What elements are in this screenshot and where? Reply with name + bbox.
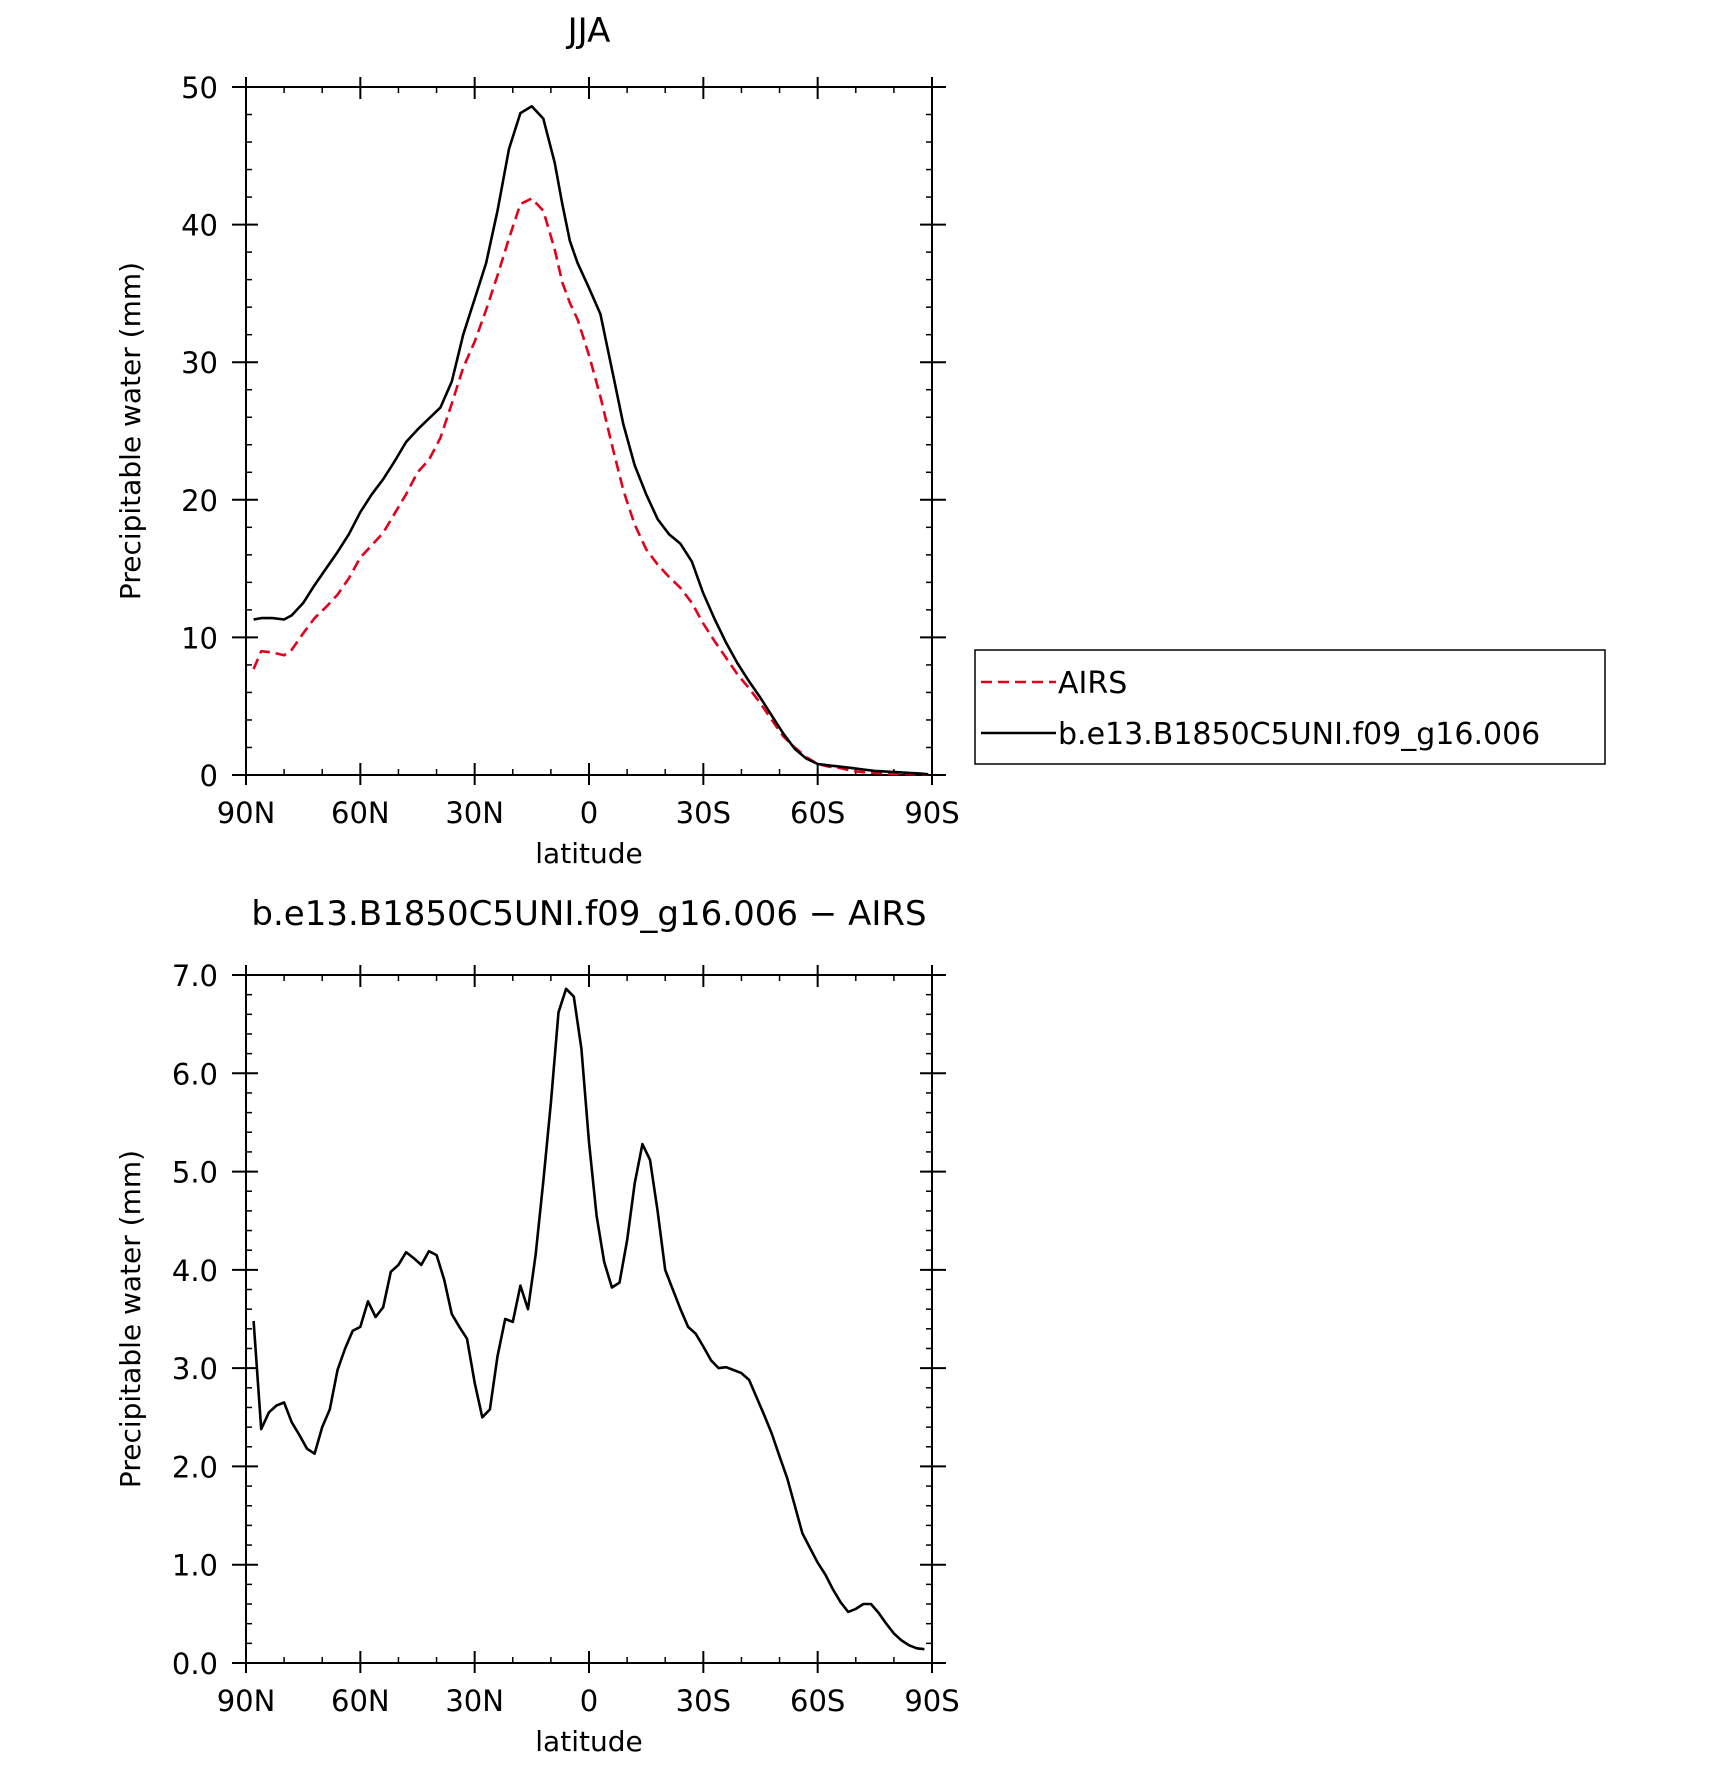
series-lines: [252, 105, 929, 776]
x-tick-label: 30S: [676, 796, 731, 830]
x-tick-label: 90S: [904, 796, 959, 830]
y-tick-label: 1.0: [172, 1549, 218, 1583]
legend-label-airs: AIRS: [1058, 666, 1127, 701]
y-tick-label: 6.0: [172, 1057, 218, 1091]
y-axis-label: Precipitable water (mm): [114, 262, 147, 600]
difference-panel: b.e13.B1850C5UNI.f09_g16.006 − AIRS 90N 6…: [114, 894, 960, 1758]
y-axis-label: Precipitable water (mm): [114, 1150, 147, 1488]
jja-panel: JJA 90N 60N 30N 0 30S 60S 90S 0 10 20 30 40 50 latit…: [114, 11, 960, 870]
y-tick-label: 30: [181, 346, 218, 380]
axis-ticks: 90N 60N 30N 0 30S 60S 90S 0.0 1.0 2.0 3.0 4.0 5.0 6.0…: [172, 959, 960, 1718]
plot-frame: [245, 86, 933, 776]
series-line-airs: [252, 197, 929, 776]
y-tick-label: 0: [200, 759, 218, 793]
y-tick-label: 3.0: [172, 1352, 218, 1386]
series-line-b-e13-b1850c5uni-f09-g16-006: [253, 105, 929, 776]
x-axis-label: latitude: [535, 1725, 642, 1758]
x-tick-label: 90S: [904, 1684, 959, 1718]
legend: AIRS b.e13.B1850C5UNI.f09_g16.006: [974, 649, 1606, 765]
y-tick-label: 20: [181, 484, 218, 518]
x-axis-label: latitude: [535, 837, 642, 870]
legend-label-model: b.e13.B1850C5UNI.f09_g16.006: [1058, 717, 1540, 752]
x-tick-label: 0: [580, 1684, 598, 1718]
legend-box: [974, 649, 1606, 765]
y-tick-label: 4.0: [172, 1254, 218, 1288]
x-tick-label: 0: [580, 796, 598, 830]
axis-ticks: 90N 60N 30N 0 30S 60S 90S 0 10 20 30 40 50: [181, 71, 960, 830]
series-lines: [252, 987, 925, 1651]
y-tick-label: 5.0: [172, 1156, 218, 1190]
x-tick-label: 30N: [445, 796, 504, 830]
x-tick-label: 60S: [790, 796, 845, 830]
x-tick-label: 60N: [331, 1684, 390, 1718]
series-line-difference: [252, 987, 925, 1651]
y-tick-label: 50: [181, 71, 218, 105]
chart-title: b.e13.B1850C5UNI.f09_g16.006 − AIRS: [251, 894, 926, 934]
x-tick-label: 90N: [217, 796, 276, 830]
x-tick-label: 30S: [676, 1684, 731, 1718]
x-tick-label: 60N: [331, 796, 390, 830]
plot-frame: [245, 974, 933, 1664]
y-tick-label: 7.0: [172, 959, 218, 993]
y-tick-label: 0.0: [172, 1647, 218, 1681]
y-tick-label: 10: [181, 621, 218, 655]
y-tick-label: 40: [181, 209, 218, 243]
x-tick-label: 90N: [217, 1684, 276, 1718]
chart-title: JJA: [566, 11, 611, 51]
x-tick-label: 30N: [445, 1684, 504, 1718]
x-tick-label: 60S: [790, 1684, 845, 1718]
y-tick-label: 2.0: [172, 1450, 218, 1484]
